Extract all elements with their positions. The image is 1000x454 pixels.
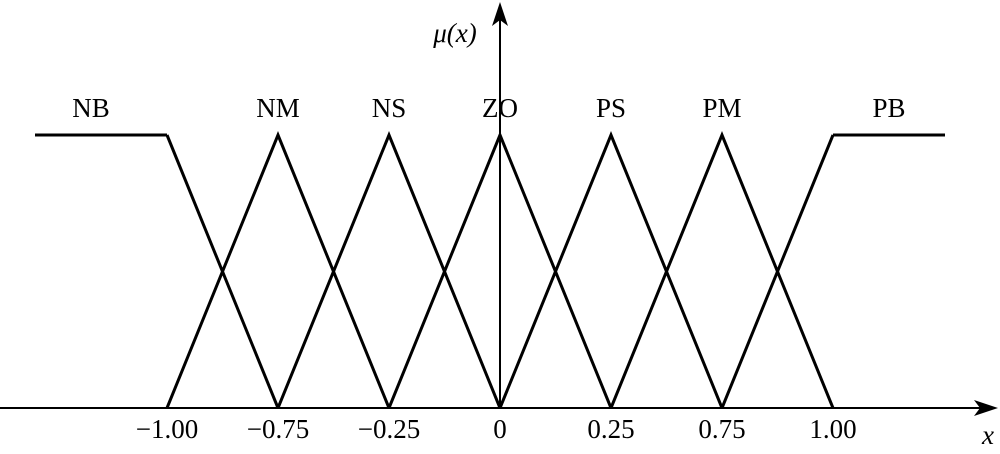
membership-line	[387, 131, 613, 409]
membership-line	[165, 131, 391, 409]
y-arrow	[492, 2, 508, 26]
x-axis-label: x	[981, 420, 994, 450]
x-tick-label: 0.75	[698, 414, 745, 444]
x-tick-label: −0.75	[247, 414, 309, 444]
series-label: ZO	[482, 93, 518, 123]
x-tick-label: 0	[493, 414, 507, 444]
x-tick-label: −0.25	[358, 414, 420, 444]
membership-line	[609, 131, 835, 409]
series-label: NS	[372, 93, 407, 123]
series-label: NB	[72, 93, 110, 123]
x-tick-label: −1.00	[136, 414, 198, 444]
x-arrow	[974, 400, 998, 416]
x-tick-label: 0.25	[587, 414, 634, 444]
membership-line	[276, 131, 502, 409]
y-axis-label: μ(x)	[432, 18, 477, 48]
series-label: PB	[872, 93, 905, 123]
membership-line	[498, 131, 724, 409]
series-label: PS	[596, 93, 626, 123]
series-label: PM	[702, 93, 741, 123]
x-tick-label: 1.00	[809, 414, 856, 444]
membership-line	[720, 134, 835, 409]
series-label: NM	[256, 93, 300, 123]
